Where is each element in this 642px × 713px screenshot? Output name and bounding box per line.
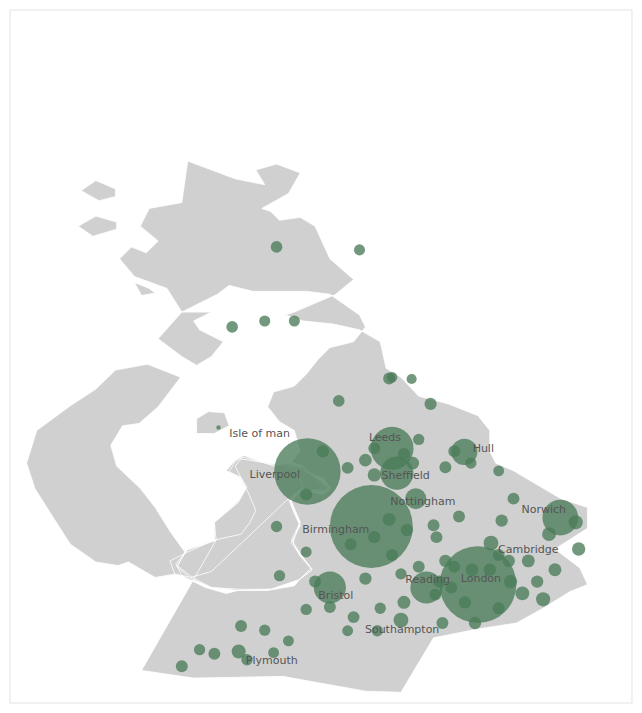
city-label: Sheffield <box>382 469 430 482</box>
bubble <box>194 644 205 655</box>
bubble <box>493 465 504 476</box>
bubble-series <box>216 425 578 658</box>
bubble <box>348 611 360 623</box>
plot-frame <box>10 10 632 703</box>
city-label: Isle of man <box>229 427 290 440</box>
city-label: Liverpool <box>250 468 300 481</box>
bubble <box>425 398 437 410</box>
plot-area <box>27 161 588 692</box>
land <box>134 282 155 295</box>
land <box>78 216 117 236</box>
bubble <box>522 554 535 567</box>
bubble <box>342 462 354 474</box>
bubble <box>274 570 285 581</box>
bubble <box>354 244 365 255</box>
bubble <box>484 536 499 551</box>
bubble <box>271 521 282 532</box>
bubble <box>383 372 395 384</box>
city-label: Birmingham <box>302 523 369 536</box>
land <box>81 181 115 201</box>
bubble <box>413 561 425 573</box>
bubble-series <box>176 241 585 672</box>
bubble <box>232 644 246 658</box>
bubble <box>508 493 520 505</box>
bubble <box>548 563 561 576</box>
chart: Birmingham London Liverpool Leeds Sheffield N… <box>0 0 642 713</box>
bubble <box>283 635 294 646</box>
bubble <box>208 648 220 660</box>
bubble <box>259 624 270 635</box>
bubble <box>439 461 451 473</box>
bubble <box>226 321 238 333</box>
bubble <box>440 546 517 623</box>
bubble <box>413 434 424 445</box>
bubble <box>431 531 443 543</box>
bubble <box>333 395 345 407</box>
labels: Birmingham London Liverpool Leeds Sheffield N… <box>229 427 566 667</box>
land <box>120 161 588 692</box>
bubble <box>176 660 188 672</box>
city-label: Reading <box>405 573 450 586</box>
bubble <box>515 587 529 601</box>
bubble <box>407 374 417 384</box>
bubble <box>453 510 465 522</box>
bubble <box>368 468 381 481</box>
land <box>27 364 185 577</box>
bubble <box>289 315 300 326</box>
bubble <box>342 625 353 636</box>
city-label: Plymouth <box>246 654 298 667</box>
bubble <box>301 547 312 558</box>
city-label: Norwich <box>521 503 566 516</box>
city-label: Bristol <box>318 589 353 602</box>
bubble <box>259 315 270 326</box>
bubble <box>531 575 543 587</box>
city-label: Cambridge <box>498 543 559 556</box>
city-label: Leeds <box>369 431 401 444</box>
bubble <box>216 425 220 429</box>
bubble <box>359 454 372 467</box>
city-label: Southampton <box>365 623 439 636</box>
bubble <box>397 596 410 609</box>
city-label: Nottingham <box>390 495 455 508</box>
bubble <box>301 604 312 615</box>
city-label: Hull <box>473 442 494 455</box>
bubble <box>495 514 507 526</box>
bubble <box>428 519 440 531</box>
bubble <box>572 542 585 555</box>
bubble <box>271 241 283 253</box>
bubble <box>536 592 550 606</box>
city-label: London <box>461 572 501 585</box>
bubble <box>235 620 247 632</box>
bubble <box>375 603 386 614</box>
bubble <box>359 572 371 584</box>
land <box>197 412 230 434</box>
